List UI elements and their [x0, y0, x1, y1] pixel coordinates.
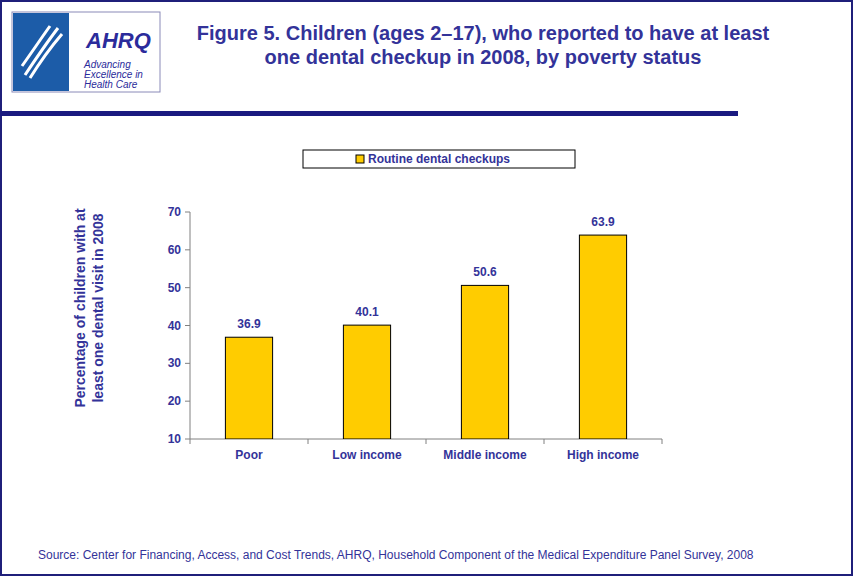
legend-label: Routine dental checkups: [368, 152, 510, 166]
y-tick-label: 40: [168, 319, 182, 333]
y-tick-label: 70: [168, 205, 182, 219]
text-line: one dental checkup in 2008, by poverty s…: [265, 46, 702, 68]
y-tick: [185, 439, 190, 440]
x-tick-label: Poor: [235, 448, 263, 462]
data-label: 40.1: [355, 305, 379, 319]
y-tick: [185, 401, 190, 402]
data-label: 36.9: [237, 317, 261, 331]
logo-box: [12, 12, 160, 92]
y-tick: [185, 287, 190, 288]
y-tick-label: 50: [168, 281, 182, 295]
bar: [225, 337, 272, 439]
title: Figure 5. Children (ages 2–17), who repo…: [197, 22, 770, 68]
x-tick: [308, 439, 309, 444]
data-label: 50.6: [473, 265, 497, 279]
text-line: least one dental visit in 2008: [90, 213, 106, 402]
chart: AHRQAdvancingExcellence inHealth Care Fig…: [0, 0, 853, 576]
x-tick-label: Low income: [332, 448, 402, 462]
text-line: Percentage of children with at: [72, 208, 88, 407]
x-tick: [190, 439, 191, 444]
header-rule: [0, 111, 738, 116]
legend-swatch: [356, 155, 364, 163]
x-tick-label: Middle income: [443, 448, 527, 462]
x-axis: Poor Low income Middle income High income: [190, 439, 662, 462]
logo-eagle: [22, 26, 62, 78]
legend-box: [303, 150, 575, 168]
x-tick: [426, 439, 427, 444]
x-tick: [662, 439, 663, 444]
frame: [1, 1, 852, 575]
data-labels: 36.9 40.1 50.6 63.9: [237, 215, 615, 331]
y-tick-label: 60: [168, 243, 182, 257]
logo-seal: [13, 13, 69, 91]
y-label: Percentage of children with atleast one …: [72, 208, 106, 407]
text-line: Figure 5. Children (ages 2–17), who repo…: [197, 22, 770, 44]
logo: AHRQAdvancingExcellence inHealth Care: [12, 12, 160, 92]
y-tick: [185, 212, 190, 213]
background: [0, 0, 853, 576]
legend: Routine dental checkups: [303, 150, 575, 168]
bar: [579, 235, 626, 439]
y-tick-label: 20: [168, 394, 182, 408]
bars: [225, 235, 626, 439]
source: Source: Center for Financing, Access, an…: [38, 548, 754, 562]
data-label: 63.9: [591, 215, 615, 229]
logo-text: Health Care: [84, 79, 138, 90]
y-tick: [185, 325, 190, 326]
logo-title: AHRQ: [85, 28, 151, 53]
y-tick: [185, 363, 190, 364]
bar: [461, 285, 508, 439]
y-tick-label: 10: [168, 432, 182, 446]
x-tick: [544, 439, 545, 444]
y-axis: 10 20 30 40 50 60 70: [168, 205, 190, 446]
bar: [343, 325, 390, 439]
y-tick: [185, 249, 190, 250]
x-tick-label: High income: [567, 448, 639, 462]
y-tick-label: 30: [168, 356, 182, 370]
stage: AHRQAdvancingExcellence inHealth Care Fig…: [0, 0, 853, 576]
